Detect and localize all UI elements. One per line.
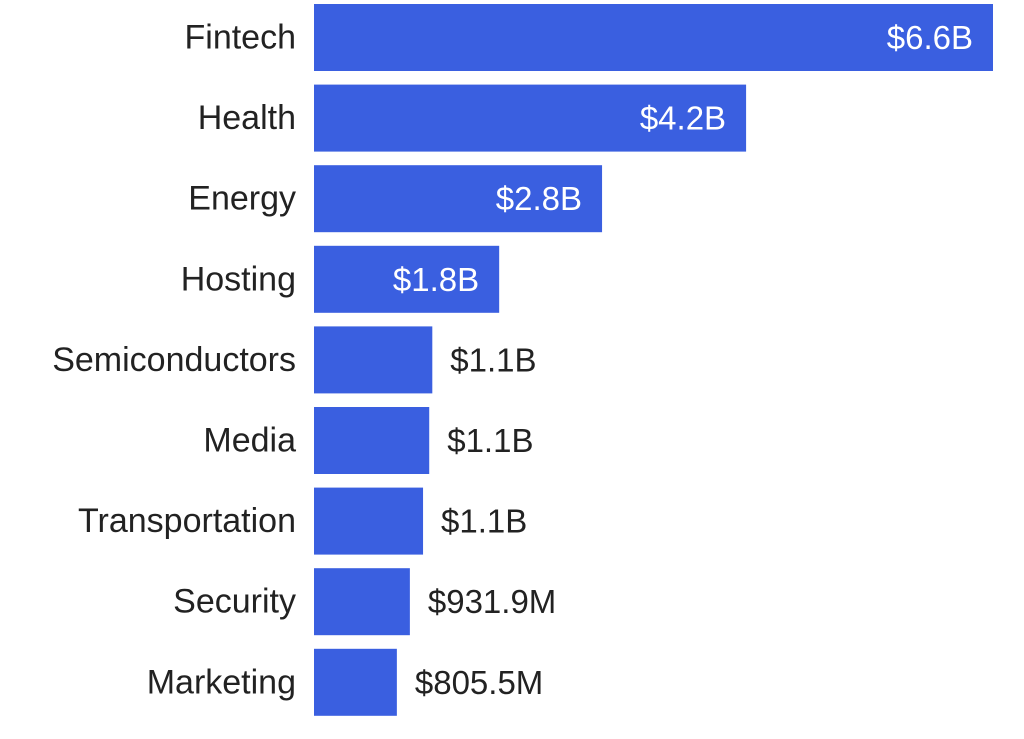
- value-label-marketing: $805.5M: [415, 664, 543, 701]
- value-label-energy: $2.8B: [496, 180, 582, 217]
- value-label-transportation: $1.1B: [441, 503, 527, 540]
- bar-transportation: [314, 487, 424, 555]
- category-label-health: Health: [198, 99, 296, 137]
- value-label-media: $1.1B: [447, 422, 533, 459]
- bar-marketing: [314, 648, 397, 716]
- category-label-marketing: Marketing: [147, 663, 296, 701]
- bar-fintech: [314, 4, 993, 71]
- category-label-security: Security: [173, 583, 296, 621]
- value-label-semiconductors: $1.1B: [450, 341, 536, 378]
- value-label-security: $931.9M: [428, 583, 556, 620]
- category-label-energy: Energy: [188, 180, 296, 218]
- bar-security: [314, 568, 410, 636]
- value-label-hosting: $1.8B: [393, 261, 479, 298]
- bar-hosting: [314, 245, 500, 313]
- value-label-fintech: $6.6B: [887, 19, 973, 56]
- bar-semiconductors: [314, 326, 433, 394]
- bar-energy: [314, 165, 603, 233]
- bar-media: [314, 407, 430, 474]
- category-label-media: Media: [203, 422, 296, 460]
- category-label-semiconductors: Semiconductors: [52, 341, 296, 379]
- category-label-hosting: Hosting: [181, 260, 296, 298]
- category-label-fintech: Fintech: [185, 19, 297, 57]
- bar-health: [314, 84, 747, 152]
- category-label-transportation: Transportation: [78, 502, 296, 540]
- value-label-health: $4.2B: [640, 100, 726, 137]
